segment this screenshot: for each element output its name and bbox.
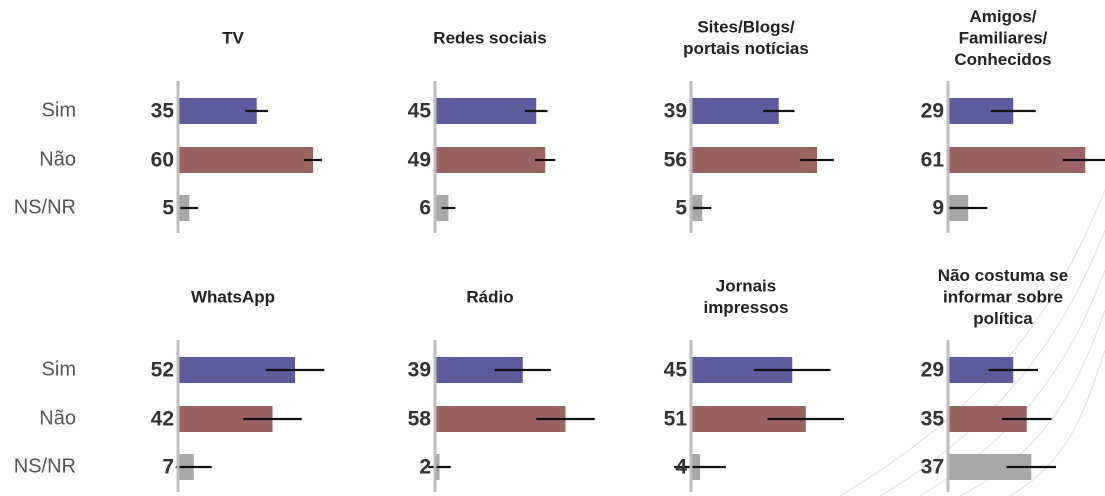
- value-label: 60: [151, 149, 174, 172]
- panel-title: política: [973, 309, 1033, 328]
- category-label: NS/NR: [14, 196, 76, 218]
- value-label: 58: [408, 408, 432, 431]
- value-label: 2: [419, 456, 431, 479]
- value-label: 45: [664, 359, 688, 382]
- bar: [948, 147, 1086, 173]
- category-label: Sim: [42, 99, 76, 121]
- panel-title: TV: [222, 28, 244, 47]
- panel-title: WhatsApp: [191, 287, 275, 306]
- bar: [691, 147, 817, 173]
- value-label: 42: [151, 408, 174, 431]
- value-label: 39: [408, 359, 431, 382]
- value-label: 45: [408, 100, 432, 123]
- panel-title: Sites/Blogs/: [697, 18, 795, 37]
- value-label: 39: [664, 100, 687, 123]
- value-label: 7: [162, 456, 174, 479]
- category-label: Não: [39, 407, 76, 429]
- panel-title: Familiares/: [959, 28, 1048, 47]
- value-label: 6: [419, 197, 431, 220]
- category-label: Sim: [42, 358, 76, 380]
- value-label: 29: [921, 359, 944, 382]
- bar: [435, 147, 546, 173]
- value-label: 35: [921, 408, 945, 431]
- panel-title: portais notícias: [683, 39, 809, 58]
- panel-title: Redes sociais: [433, 28, 546, 47]
- value-label: 9: [932, 197, 944, 220]
- value-label: 5: [675, 197, 687, 220]
- value-label: 61: [921, 149, 945, 172]
- value-label: 4: [675, 456, 687, 479]
- bar: [435, 98, 537, 124]
- panel-title: Conhecidos: [954, 50, 1051, 69]
- value-label: 37: [921, 456, 944, 479]
- panel-title: Amigos/: [969, 7, 1036, 26]
- value-label: 29: [921, 100, 944, 123]
- panel-title: Jornais: [716, 277, 776, 296]
- value-label: 56: [664, 149, 687, 172]
- value-label: 51: [664, 408, 688, 431]
- category-label: Não: [39, 148, 76, 170]
- value-label: 5: [162, 197, 174, 220]
- value-label: 49: [408, 149, 431, 172]
- panel-title: impressos: [703, 298, 788, 317]
- bar: [178, 98, 257, 124]
- category-label: NS/NR: [14, 455, 76, 477]
- bar: [178, 147, 313, 173]
- panel-title: informar sobre: [943, 287, 1063, 306]
- background-decoration: [839, 189, 1105, 496]
- panel-title: Não costuma se: [938, 266, 1068, 285]
- panel-title: Rádio: [466, 287, 513, 306]
- value-label: 52: [151, 359, 174, 382]
- value-label: 35: [151, 100, 175, 123]
